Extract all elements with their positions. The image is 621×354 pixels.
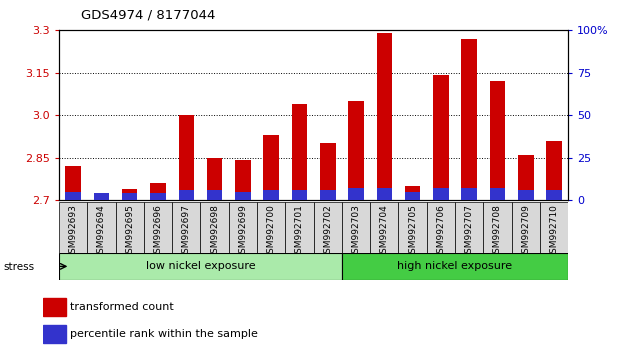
Bar [263, 135, 279, 200]
Text: GSM992708: GSM992708 [493, 204, 502, 259]
Bar [178, 115, 194, 200]
Text: low nickel exposure: low nickel exposure [146, 261, 255, 272]
Text: GSM992695: GSM992695 [125, 204, 134, 259]
Bar [292, 104, 307, 200]
Text: GSM992702: GSM992702 [324, 204, 332, 259]
Bar [433, 75, 449, 200]
Bar [59, 253, 342, 280]
Text: transformed count: transformed count [70, 302, 173, 312]
Bar [348, 188, 364, 200]
Bar [65, 192, 81, 200]
Bar [461, 188, 477, 200]
Text: GSM992693: GSM992693 [69, 204, 78, 259]
Bar [88, 202, 116, 253]
Text: GSM992698: GSM992698 [210, 204, 219, 259]
Bar [229, 202, 257, 253]
Text: GSM992701: GSM992701 [295, 204, 304, 259]
Text: GSM992696: GSM992696 [153, 204, 163, 259]
Bar [490, 81, 505, 200]
Bar [342, 202, 370, 253]
Bar [207, 158, 222, 200]
Text: GSM992697: GSM992697 [182, 204, 191, 259]
Bar [433, 188, 449, 200]
Text: GSM992700: GSM992700 [266, 204, 276, 259]
Bar [461, 39, 477, 200]
Bar [178, 190, 194, 200]
Bar [376, 188, 392, 200]
Bar [116, 202, 144, 253]
Text: GSM992710: GSM992710 [550, 204, 558, 259]
Bar [201, 202, 229, 253]
Text: GSM992704: GSM992704 [380, 204, 389, 259]
Bar [405, 192, 420, 200]
Bar [455, 202, 483, 253]
Bar [483, 202, 512, 253]
Bar [518, 190, 533, 200]
Text: percentile rank within the sample: percentile rank within the sample [70, 329, 258, 339]
Text: GSM992707: GSM992707 [465, 204, 474, 259]
Bar [490, 188, 505, 200]
Bar [320, 190, 335, 200]
Bar [59, 202, 88, 253]
Bar [512, 202, 540, 253]
Text: GSM992699: GSM992699 [238, 204, 247, 259]
Bar [518, 155, 533, 200]
Bar [405, 186, 420, 200]
Bar [263, 190, 279, 200]
Text: GSM992706: GSM992706 [437, 204, 445, 259]
Bar [122, 193, 137, 200]
Bar [43, 297, 66, 315]
Text: GSM992694: GSM992694 [97, 204, 106, 259]
Bar [207, 190, 222, 200]
Bar [43, 325, 66, 343]
Bar [235, 192, 251, 200]
Bar [370, 202, 399, 253]
Text: stress: stress [3, 262, 34, 272]
Bar [314, 202, 342, 253]
Bar [399, 202, 427, 253]
Bar [320, 143, 335, 200]
Bar [546, 141, 562, 200]
Text: GSM992703: GSM992703 [351, 204, 361, 259]
Text: high nickel exposure: high nickel exposure [397, 261, 512, 272]
Bar [348, 101, 364, 200]
Bar [122, 189, 137, 200]
Bar [65, 166, 81, 200]
Bar [427, 202, 455, 253]
Bar [342, 253, 568, 280]
Bar [172, 202, 201, 253]
Bar [94, 193, 109, 200]
Bar [546, 190, 562, 200]
Bar [376, 33, 392, 200]
Bar [150, 183, 166, 200]
Bar [292, 190, 307, 200]
Text: GDS4974 / 8177044: GDS4974 / 8177044 [81, 9, 215, 22]
Bar [540, 202, 568, 253]
Bar [144, 202, 172, 253]
Bar [150, 193, 166, 200]
Bar [257, 202, 285, 253]
Bar [285, 202, 314, 253]
Text: GSM992705: GSM992705 [408, 204, 417, 259]
Bar [94, 194, 109, 200]
Text: GSM992709: GSM992709 [521, 204, 530, 259]
Bar [235, 160, 251, 200]
